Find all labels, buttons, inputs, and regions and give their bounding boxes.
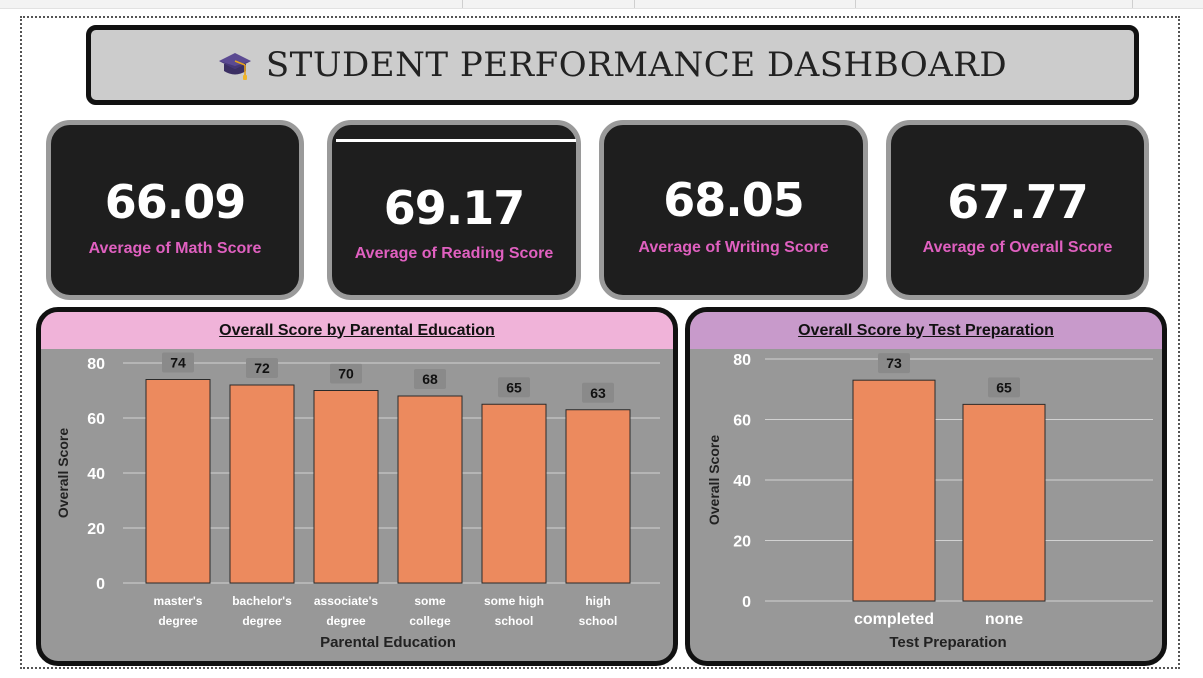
data-label-background: [988, 377, 1020, 398]
x-axis-title: Test Preparation: [889, 634, 1006, 651]
x-axis-title: Parental Education: [320, 634, 456, 651]
toolbar-divider: [855, 0, 856, 8]
kpi-value: 68.05: [663, 173, 805, 227]
kpi-label: Average of Math Score: [88, 240, 262, 257]
bar: [962, 403, 1046, 602]
bar-chart-test-preparation: 0 20 40 60 80 73 completed 65 none Test Preparati…: [706, 352, 1153, 651]
dashboard-frame: [20, 16, 1180, 669]
y-tick-label: 80: [87, 356, 105, 373]
bar: [145, 379, 211, 584]
chart-title: Overall Score by Parental Education: [41, 312, 673, 349]
kpi-value: 66.09: [104, 175, 247, 229]
top-toolbar-strip: [0, 0, 1203, 9]
x-tick-label: master's degree: [154, 594, 203, 628]
y-tick-label: 60: [87, 411, 105, 428]
data-label-background: [498, 377, 530, 398]
data-label: 73: [886, 355, 902, 371]
x-tick-label: some high school: [484, 594, 544, 628]
y-tick-label: 20: [733, 534, 751, 551]
data-label: 65: [996, 379, 1012, 395]
y-axis-title: Overall Score: [55, 428, 71, 518]
bar: [313, 390, 379, 584]
kpi-label: Average of Overall Score: [922, 239, 1113, 256]
data-label: 72: [254, 360, 270, 376]
bar: [229, 384, 295, 584]
y-tick-label: 20: [87, 521, 105, 538]
kpi-label: Average of Reading Score: [354, 245, 554, 262]
toolbar-divider: [634, 0, 635, 8]
toolbar-divider: [462, 0, 463, 8]
bar-chart-parental-education: 0 20 40 60 80 74 master's degree 72 bachelor's deg…: [55, 352, 660, 651]
bar: [565, 409, 631, 584]
x-tick-label: completed: [854, 611, 934, 628]
data-label-background: [414, 369, 446, 389]
y-tick-label: 60: [733, 413, 751, 430]
toolbar-divider: [1132, 0, 1133, 8]
kpi-value: 69.17: [383, 181, 526, 235]
data-label-background: [878, 353, 910, 374]
kpi-card-math[interactable]: 66.09 Average of Math Score: [46, 120, 304, 300]
y-tick-label: 0: [742, 594, 751, 611]
data-label: 68: [422, 371, 438, 387]
data-label-background: [582, 382, 614, 403]
kpi-card-writing[interactable]: 68.05 Average of Writing Score: [599, 120, 868, 300]
y-tick-label: 40: [87, 466, 105, 483]
kpi-label: Average of Writing Score: [638, 239, 829, 256]
graduation-cap-icon: [218, 53, 251, 80]
x-tick-label: associate's degree: [314, 594, 379, 628]
data-label: 63: [590, 385, 606, 401]
kpi-card-overall[interactable]: 67.77 Average of Overall Score: [886, 120, 1149, 300]
x-tick-label: high school: [579, 594, 618, 628]
chart-title: Overall Score by Test Preparation: [690, 312, 1162, 349]
data-label-background: [330, 363, 362, 384]
y-axis-title: Overall Score: [706, 435, 722, 525]
kpi-highlight-line: [336, 139, 576, 142]
bar: [481, 403, 547, 584]
chart-panel-test-preparation[interactable]: Overall Score by Test Preparation 0 20 40 6…: [685, 307, 1167, 666]
y-tick-label: 40: [733, 473, 751, 490]
kpi-value: 67.77: [947, 175, 1089, 229]
x-tick-label: some college: [409, 594, 451, 628]
chart-panel-parental-education[interactable]: Overall Score by Parental Education 0 20 4…: [36, 307, 678, 666]
y-tick-label: 80: [733, 352, 751, 369]
bar: [397, 395, 463, 584]
data-label: 70: [338, 366, 354, 382]
page-title: STUDENT PERFORMANCE DASHBOARD: [265, 45, 1008, 85]
y-tick-label: 0: [96, 576, 105, 593]
kpi-card-reading[interactable]: 69.17 Average of Reading Score: [327, 120, 581, 300]
data-label-background: [246, 358, 278, 378]
bar: [852, 379, 936, 602]
x-tick-label: bachelor's degree: [232, 594, 292, 628]
data-label-background: [162, 352, 194, 373]
title-banner: STUDENT PERFORMANCE DASHBOARD: [86, 25, 1139, 105]
x-tick-label: none: [985, 611, 1023, 628]
data-label: 74: [170, 355, 186, 371]
data-label: 65: [506, 379, 522, 395]
